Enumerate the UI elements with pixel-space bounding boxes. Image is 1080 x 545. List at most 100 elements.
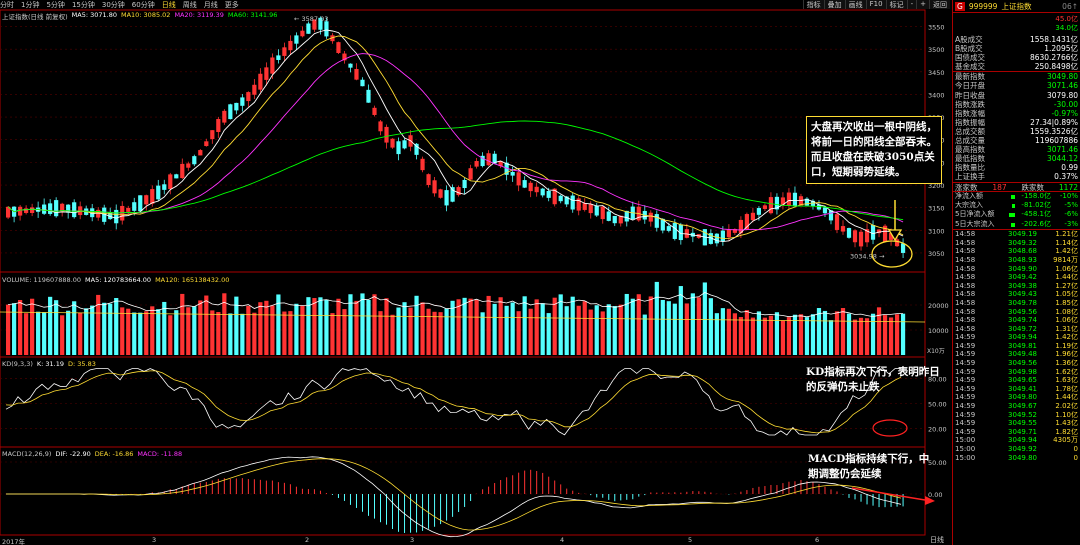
flow-row: 净流入额 -158.0亿 -10% [953,192,1080,201]
period-tab-3[interactable]: 15分钟 [71,0,95,9]
toolbar-button-3[interactable]: F10 [865,0,886,9]
stat-row: 今日开盘 3071.46 [953,81,1080,90]
toolbar-button-6[interactable]: + [916,0,929,9]
period-tab-0[interactable]: 分时 [0,0,14,9]
main-annotation: 大盘再次收出一根中阴线，将前一日的阳线全部吞末。而且收盘在跌破3050点关口，短… [806,116,942,184]
d-value: D: 35.83 [68,360,96,368]
volume-bar [846,313,852,355]
volume-bar [456,299,461,355]
tick-row: 14:59 3049.56 1.36亿 [953,359,1080,368]
volume-bar [384,298,389,355]
volume-bar [84,308,89,355]
toolbar-button-7[interactable]: 返回 [929,0,950,9]
volume-bar [12,303,17,355]
candle-body [792,192,798,207]
tick-price: 3049.94 [1008,333,1037,342]
volume-bar [108,303,113,355]
tick-list[interactable]: 14:58 3049.19 1.21亿 14:58 3049.32 1.14亿 14:58 3… [953,230,1080,462]
period-indicator[interactable]: 日线 [930,536,944,544]
candle-body [108,212,113,220]
period-tab-1[interactable]: 1分钟 [21,0,40,9]
volume-bar [324,299,329,355]
candle-body [480,155,485,167]
period-tab-7[interactable]: 周线 [182,0,197,9]
period-tab-8[interactable]: 月线 [203,0,218,9]
flow-row: 大宗流入 -81.02亿 -5% [953,201,1080,210]
volume-bar [672,303,677,355]
candle-body [708,233,713,244]
candle-body [342,53,347,61]
volume-bar [726,308,731,355]
period-tab-9[interactable]: 更多 [224,0,239,9]
volume-bar [60,315,65,355]
price-axis-label: 3050 [928,250,945,258]
period-tab-2[interactable]: 5分钟 [46,0,65,9]
volume-bar [540,303,545,355]
price-axis-label: 3400 [928,91,945,99]
candle-body [582,203,587,210]
volume-bar [174,310,179,355]
tick-row: 14:58 3049.43 1.05亿 [953,290,1080,299]
date-tick: 2 [305,536,310,544]
volume-bar [678,286,683,355]
stat-value: 3079.80 [1046,90,1078,100]
volume-bar [228,313,233,355]
page-indicator[interactable]: 06↑ [1062,1,1078,11]
volume-bar [882,315,888,355]
tick-volume: 1.85亿 [1055,298,1078,307]
tick-time: 14:58 [955,307,976,316]
stat-label: 指数量比 [955,163,985,173]
candle-body [186,163,191,168]
ma10-value: MA10: 3085.02 [120,11,171,19]
tick-time: 14:59 [955,359,976,368]
date-tick: 3 [410,536,415,544]
candle-body [732,229,737,233]
volume-bar [648,296,653,355]
toolbar-button-0[interactable]: 指标 [802,0,824,9]
candle-body [660,218,665,231]
volume-value: VOLUME: 119607888.00 [2,276,82,284]
candle-body [504,162,509,175]
period-tab-6[interactable]: 日线 [161,0,176,9]
volume-bar [828,320,834,355]
tick-price: 3048.68 [1008,247,1037,256]
tick-price: 3049.67 [1008,402,1037,411]
tick-volume: 9814万 [1053,255,1078,264]
kline-chart[interactable]: 3550350034503400335033003250320031503100… [0,0,952,545]
volume-bar [276,294,281,355]
volume-bar [534,299,539,355]
stat-value: 27.34|0.89% [1030,117,1078,127]
toolbar-button-2[interactable]: 画线 [844,0,866,9]
tick-price: 3049.72 [1008,324,1037,333]
stat-value: 3049.80 [1046,72,1078,82]
volume-bar [318,297,323,355]
volume-bar [666,301,671,355]
candle-body [198,150,203,156]
candle-body [438,189,443,198]
tick-time: 14:59 [955,341,976,350]
candle-body [102,207,107,222]
candle-body [144,195,149,205]
candle-body [384,126,389,143]
candle-body [420,158,425,171]
tick-price: 3049.52 [1008,410,1037,419]
volume-bar [114,298,119,355]
index-title: 上证指数 [1001,1,1032,11]
volume-bar [480,312,485,355]
toolbar-button-5[interactable]: - [906,0,917,9]
volume-bar [414,295,419,355]
period-tab-4[interactable]: 30分钟 [101,0,125,9]
candle-body [138,195,143,212]
stat-label: 上证换手 [955,172,985,182]
toolbar-button-1[interactable]: 叠加 [823,0,845,9]
stat-value: -0.97% [1051,108,1078,118]
volume-bar [642,314,647,355]
date-axis: 2017年 3 2 3 4 5 6 [0,535,950,545]
candle-body [870,225,876,240]
candle-body [174,174,179,179]
candle-body [726,229,731,238]
toolbar-button-4[interactable]: 标记 [885,0,907,9]
candle-body [570,195,575,210]
kd-axis-label: 50.00 [928,401,947,409]
period-tab-5[interactable]: 60分钟 [131,0,155,9]
